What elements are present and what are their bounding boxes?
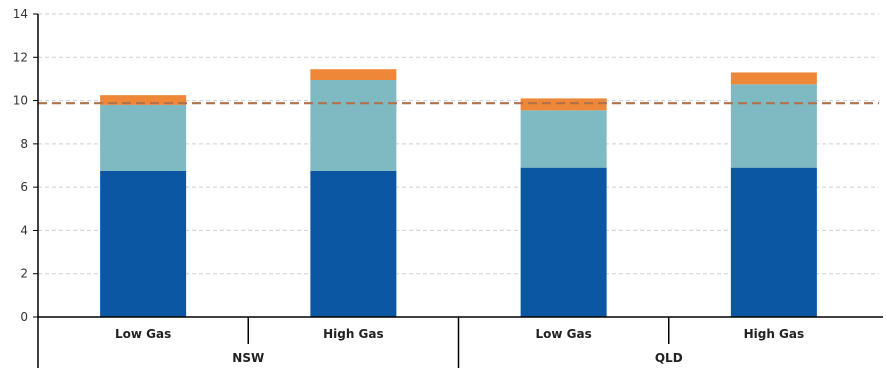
bar-segment-1 [730, 167, 817, 317]
x-group-label: NSW [232, 351, 264, 365]
y-tick-label: 4 [20, 223, 28, 237]
bars [100, 69, 817, 317]
y-tick-label: 10 [13, 94, 28, 108]
bar-segment-3 [310, 69, 397, 81]
axes [33, 13, 883, 368]
bar-segment-3 [730, 72, 817, 85]
bar-segment-2 [730, 84, 817, 168]
y-tick-label: 2 [20, 267, 28, 281]
y-tick-label: 8 [20, 137, 28, 151]
bar-segment-1 [520, 167, 607, 317]
y-tick-label: 0 [20, 310, 28, 324]
labels: 0 2 4 6 8 10 12 14 Low Gas High Gas Low Gas High Ga… [13, 7, 804, 365]
x-category-label: High Gas [744, 327, 805, 341]
y-tick-label: 6 [20, 180, 28, 194]
bar-segment-2 [310, 80, 397, 171]
bar-segment-1 [310, 170, 397, 317]
bar-segment-3 [520, 98, 607, 111]
y-tick-label: 12 [13, 50, 28, 64]
bar-segment-2 [520, 110, 607, 168]
x-group-label: QLD [655, 351, 683, 365]
bar-segment-3 [100, 95, 187, 105]
x-category-label: Low Gas [115, 327, 171, 341]
x-category-label: Low Gas [536, 327, 592, 341]
bar-segment-1 [100, 170, 187, 317]
bar-segment-2 [100, 104, 187, 171]
x-category-label: High Gas [323, 327, 384, 341]
y-tick-label: 14 [13, 7, 28, 21]
